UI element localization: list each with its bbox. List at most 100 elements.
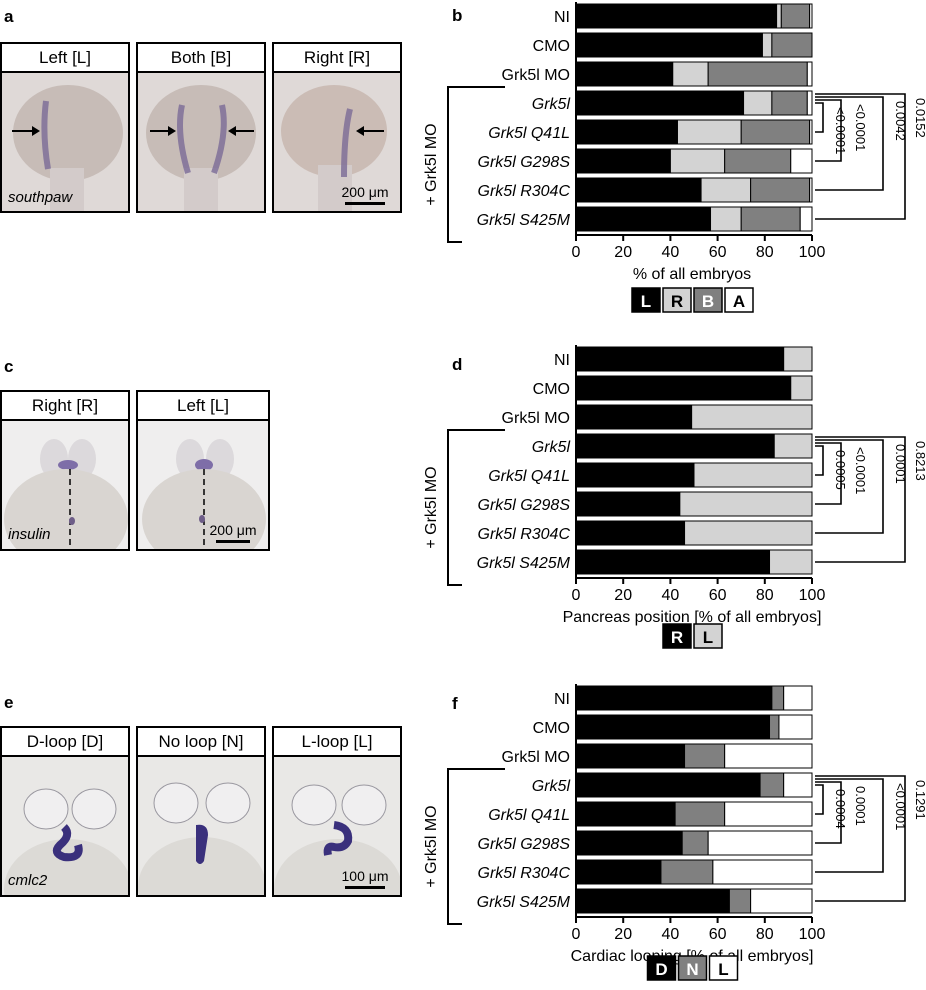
panel-label-e: e [4, 693, 14, 712]
bar-segment-n [660, 859, 714, 885]
group-bracket [447, 768, 505, 925]
bar-segment-r [575, 346, 785, 372]
legend-swatch [677, 955, 708, 981]
bar-segment-a [799, 206, 813, 232]
group-label: + Grk5l MO [423, 123, 440, 205]
x-tick-label: 100 [799, 244, 826, 261]
significance-bracket [815, 436, 906, 563]
category-label: CMO [533, 38, 570, 55]
bar-segment-l [724, 801, 813, 827]
x-tick-label: 60 [709, 926, 727, 943]
bar-segment-r [761, 32, 773, 58]
category-label: CMO [533, 720, 570, 737]
probe-caption: insulin [8, 526, 51, 543]
category-label: Grk5l MO [502, 749, 570, 766]
x-axis-label: % of all embryos [633, 266, 751, 283]
bar-segment-b [740, 206, 801, 232]
bar-segment-d [575, 888, 730, 914]
image-no-loop: No loop [N] [136, 726, 266, 897]
x-tick-label: 0 [572, 244, 581, 261]
bar-segment-r [669, 148, 726, 174]
image-right: Right [R] 200 μm [272, 42, 402, 213]
embryo-drawing [4, 788, 128, 895]
x-tick-label: 60 [709, 244, 727, 261]
significance-bracket [815, 784, 824, 815]
legend-swatch [662, 287, 692, 313]
bar-segment-l [790, 375, 813, 401]
bar-segment-l [783, 772, 813, 798]
image-title: Left [L] [138, 392, 268, 421]
bar-segment-l [750, 888, 813, 914]
significance-bracket [815, 439, 884, 534]
scale-label: 200 μm [209, 522, 257, 538]
bar-segment-l [693, 462, 813, 488]
x-tick-label: 60 [709, 587, 727, 604]
group-label: + Grk5l MO [423, 805, 440, 887]
bar-segment-a [806, 61, 813, 87]
legend-swatch [693, 623, 723, 649]
embryo-image [2, 73, 128, 211]
p-value-label: 0.8213 [913, 441, 926, 481]
bar-segment-r [700, 177, 752, 203]
image-l-loop: L-loop [L] 100 μm [272, 726, 402, 897]
embryo-image [2, 757, 128, 895]
legend-label: R [671, 292, 683, 311]
category-label: Grk5l R304C [478, 865, 571, 882]
bar-segment-r [672, 61, 709, 87]
image-left: Left [L] 200 μm [136, 390, 270, 551]
bar-segment-l [575, 90, 745, 116]
significance-bracket [815, 102, 824, 133]
x-tick-label: 20 [614, 926, 632, 943]
embryo-drawing [12, 85, 123, 211]
panel-label-c: c [4, 357, 14, 376]
category-label: Grk5l [532, 96, 571, 113]
legend-label: R [671, 628, 683, 647]
category-label: Grk5l S425M [477, 212, 571, 229]
legend-swatch [708, 955, 739, 981]
bar-segment-r [575, 491, 681, 517]
category-label: Grk5l G298S [478, 836, 571, 853]
x-tick-label: 20 [614, 587, 632, 604]
embryo-drawing [281, 85, 387, 211]
embryo-image [138, 757, 264, 895]
image-d-loop: D-loop [D] cmlc2 [0, 726, 130, 897]
x-tick-label: 40 [662, 244, 680, 261]
category-label: Grk5l S425M [477, 555, 571, 572]
category-label: Grk5l G298S [478, 497, 571, 514]
legend-label: L [703, 628, 713, 647]
bar-segment-r [676, 119, 742, 145]
category-label: Grk5l [532, 778, 571, 795]
bar-segment-l [783, 346, 813, 372]
category-label: NI [554, 352, 570, 369]
significance-bracket [815, 781, 842, 844]
bar-segment-n [769, 714, 780, 740]
bar-segment-d [575, 685, 773, 711]
bar-segment-l [778, 714, 813, 740]
bar-segment-b [724, 148, 792, 174]
image-title: Right [R] [2, 392, 128, 421]
significance-bracket [815, 445, 824, 476]
embryo-drawing [142, 439, 266, 549]
x-tick-label: 40 [662, 926, 680, 943]
bar-segment-l [684, 520, 813, 546]
legend-swatch [662, 623, 692, 649]
category-label: Grk5l Q41L [488, 468, 570, 485]
category-label: Grk5l G298S [478, 154, 571, 171]
x-tick-label: 0 [572, 587, 581, 604]
group-bracket [447, 86, 505, 243]
p-value-label: <0.0001 [853, 104, 868, 151]
legend-label: B [702, 292, 714, 311]
significance-bracket [815, 96, 884, 191]
scale-line [216, 540, 250, 543]
bar-segment-l [783, 685, 813, 711]
category-label: NI [554, 691, 570, 708]
significance-bracket [815, 775, 906, 902]
legend-swatch [646, 955, 677, 981]
group-label: + Grk5l MO [423, 466, 440, 548]
scale-line [345, 886, 385, 889]
image-title: Both [B] [138, 44, 264, 73]
legend-label: A [733, 292, 745, 311]
group-bracket [447, 429, 505, 586]
legend-label: L [718, 960, 728, 979]
